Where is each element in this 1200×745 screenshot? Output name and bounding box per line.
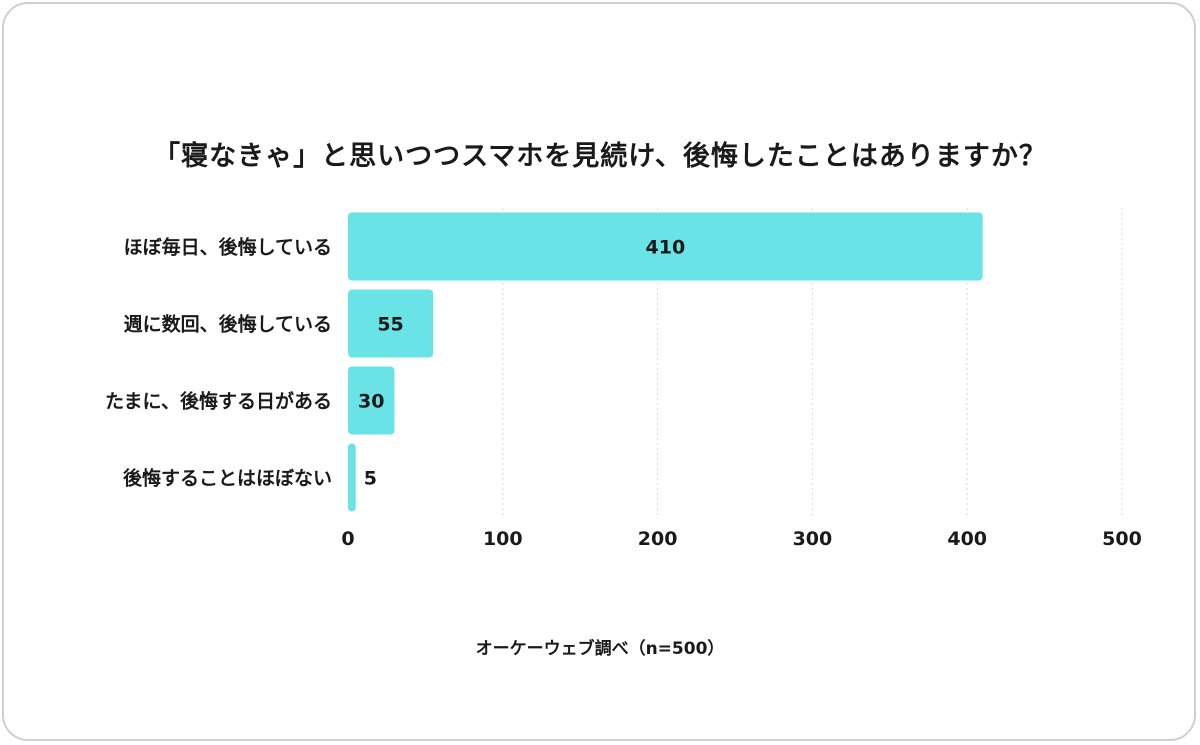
label-layer: ほぼ毎日、後悔している 410 週に数回、後悔している 55 たまに、後悔する日がある 3… [105, 236, 685, 490]
data-label-1: 55 [377, 314, 403, 336]
x-tick-label-400: 400 [947, 528, 987, 550]
bar-0 [348, 212, 983, 281]
bar-layer [348, 212, 983, 512]
category-label-2: たまに、後悔する日がある [105, 390, 332, 413]
chart-title: 「寝なきゃ」と思いつつスマホを見続け、後悔したことはありますか？ [153, 141, 1047, 172]
category-label-3: 後悔することはほぼない [123, 467, 332, 490]
category-label-0: ほぼ毎日、後悔している [124, 236, 332, 259]
bar-1 [348, 289, 434, 358]
x-tick-label-0: 0 [341, 528, 354, 550]
x-tick-label-300: 300 [793, 528, 833, 550]
category-label-1: 週に数回、後悔している [124, 313, 332, 336]
data-label-3: 5 [364, 468, 377, 490]
x-tick-label-200: 200 [638, 528, 678, 550]
tick-layer: 0 100 200 300 400 500 [341, 528, 1141, 550]
source-note: オーケーウェブ調べ（n=500） [475, 639, 725, 659]
x-tick-label-100: 100 [483, 528, 523, 550]
bar-2 [348, 366, 395, 435]
x-tick-label-500: 500 [1102, 528, 1142, 550]
bar-3 [348, 443, 356, 512]
data-label-0: 410 [646, 237, 686, 259]
data-label-2: 30 [358, 391, 384, 413]
